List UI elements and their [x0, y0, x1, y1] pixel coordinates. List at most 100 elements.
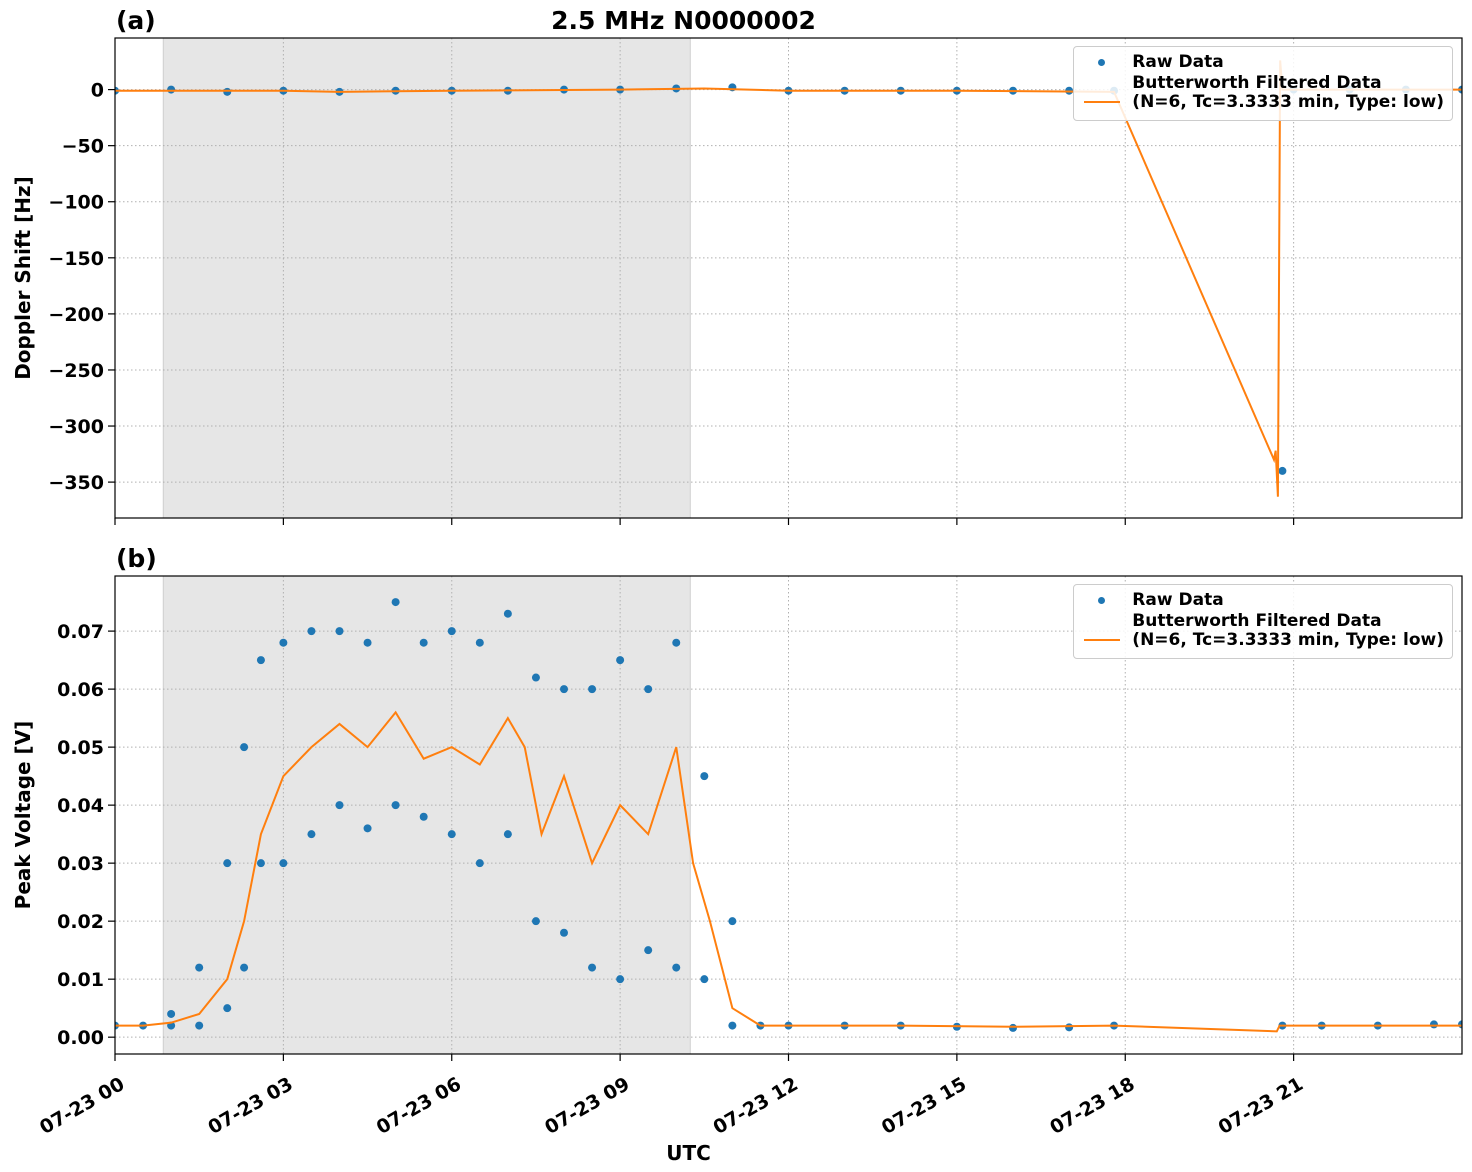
- legend-label: Butterworth Filtered Data (N=6, Tc=3.333…: [1132, 73, 1444, 112]
- raw-point: [195, 1021, 204, 1030]
- legend-entry: Butterworth Filtered Data (N=6, Tc=3.333…: [1082, 612, 1444, 650]
- plot-frame: [114, 37, 1463, 519]
- shaded-span: [162, 37, 691, 519]
- legend-dot: [1098, 59, 1106, 66]
- raw-point: [700, 772, 709, 781]
- raw-point: [503, 830, 512, 839]
- raw-point: [223, 1004, 232, 1013]
- raw-point: [503, 609, 512, 618]
- raw-point: [223, 87, 232, 96]
- y-tick-label: 0.06: [57, 679, 104, 701]
- raw-point: [672, 638, 681, 647]
- raw-point: [307, 627, 316, 636]
- raw-point: [223, 859, 232, 868]
- raw-point: [475, 638, 484, 647]
- y-tick-label: −200: [48, 304, 104, 326]
- plot-frame: [114, 575, 1463, 1055]
- x-tick-label: 07-23 21: [1215, 1073, 1307, 1139]
- raw-point: [447, 830, 456, 839]
- y-tick-label: 0.03: [57, 853, 104, 875]
- panel-label: (a): [116, 6, 156, 35]
- y-axis-label: Peak Voltage [V]: [11, 721, 35, 910]
- raw-point: [644, 946, 653, 955]
- x-tick-label: 07-23 15: [878, 1073, 970, 1139]
- raw-point: [475, 859, 484, 868]
- y-tick-label: 0.02: [57, 911, 104, 933]
- raw-point: [560, 928, 568, 937]
- filtered-line: [115, 710, 1462, 1033]
- legend-line: [1084, 639, 1121, 641]
- raw-point: [167, 85, 176, 94]
- y-tick-label: −150: [48, 248, 104, 270]
- raw-point: [728, 1021, 737, 1030]
- y-tick-label: 0.01: [57, 969, 104, 991]
- raw-point: [1065, 1023, 1074, 1032]
- x-axis-label: UTC: [666, 1141, 711, 1165]
- raw-point: [728, 917, 737, 926]
- raw-point: [419, 638, 428, 647]
- y-tick-label: −300: [48, 416, 104, 438]
- raw-point: [1429, 1020, 1438, 1029]
- legend-label: Raw Data: [1132, 590, 1224, 610]
- raw-point: [616, 656, 625, 665]
- raw-point: [167, 1009, 176, 1018]
- legend-key: [1082, 612, 1122, 641]
- raw-point: [391, 801, 400, 810]
- raw-point: [363, 824, 372, 833]
- y-tick-label: −250: [48, 360, 104, 382]
- raw-point: [335, 801, 344, 810]
- legend-dot: [1098, 597, 1106, 604]
- x-tick-label: 07-23 03: [204, 1073, 296, 1139]
- raw-point: [419, 812, 428, 821]
- plot-area: [115, 598, 1462, 1033]
- raw-point: [531, 917, 540, 926]
- legend-key: [1082, 53, 1122, 72]
- raw-point: [1009, 1023, 1017, 1032]
- raw-point: [279, 859, 288, 868]
- legend-entry: Raw Data: [1082, 591, 1444, 610]
- legend-key: [1082, 74, 1122, 103]
- y-tick-label: −50: [62, 136, 104, 158]
- x-tick-label: 07-23 06: [373, 1073, 465, 1139]
- x-tick-label: 07-23 12: [710, 1073, 802, 1139]
- raw-point: [391, 598, 400, 607]
- chart-title: 2.5 MHz N0000002: [551, 6, 816, 35]
- panel-label: (b): [116, 544, 157, 573]
- y-tick-label: 0.07: [57, 621, 104, 643]
- y-tick-label: −350: [48, 472, 104, 494]
- legend: Raw Data Butterworth Filtered Data (N=6, …: [1073, 46, 1453, 121]
- x-tick-label: 07-23 18: [1046, 1073, 1138, 1139]
- raw-point: [240, 963, 249, 972]
- raw-point: [256, 859, 265, 868]
- raw-point: [256, 656, 265, 665]
- legend: Raw Data Butterworth Filtered Data (N=6, …: [1073, 584, 1453, 659]
- y-tick-label: −100: [48, 192, 104, 214]
- raw-point: [447, 627, 456, 636]
- x-tick-label: 07-23 00: [36, 1073, 128, 1139]
- raw-point: [195, 963, 204, 972]
- y-tick-label: 0.00: [57, 1027, 104, 1049]
- raw-point: [279, 638, 288, 647]
- x-tick-label: 07-23 09: [541, 1073, 633, 1139]
- raw-point: [700, 975, 709, 984]
- legend-key: [1082, 591, 1122, 610]
- legend-entry: Butterworth Filtered Data (N=6, Tc=3.333…: [1082, 74, 1444, 112]
- y-tick-label: 0.05: [57, 737, 104, 759]
- raw-point: [307, 830, 316, 839]
- raw-point: [531, 673, 540, 682]
- legend-entry: Raw Data: [1082, 53, 1444, 72]
- raw-point: [588, 685, 597, 694]
- raw-point: [672, 963, 681, 972]
- raw-point: [335, 627, 344, 636]
- raw-point: [588, 963, 597, 972]
- y-tick-label: 0: [91, 80, 104, 102]
- raw-point: [240, 743, 249, 752]
- raw-point: [560, 685, 568, 694]
- raw-point: [363, 638, 372, 647]
- legend-label: Butterworth Filtered Data (N=6, Tc=3.333…: [1132, 611, 1444, 650]
- y-axis-label: Doppler Shift [Hz]: [11, 176, 35, 380]
- raw-point: [616, 975, 625, 984]
- raw-point: [644, 685, 653, 694]
- legend-line: [1084, 101, 1121, 103]
